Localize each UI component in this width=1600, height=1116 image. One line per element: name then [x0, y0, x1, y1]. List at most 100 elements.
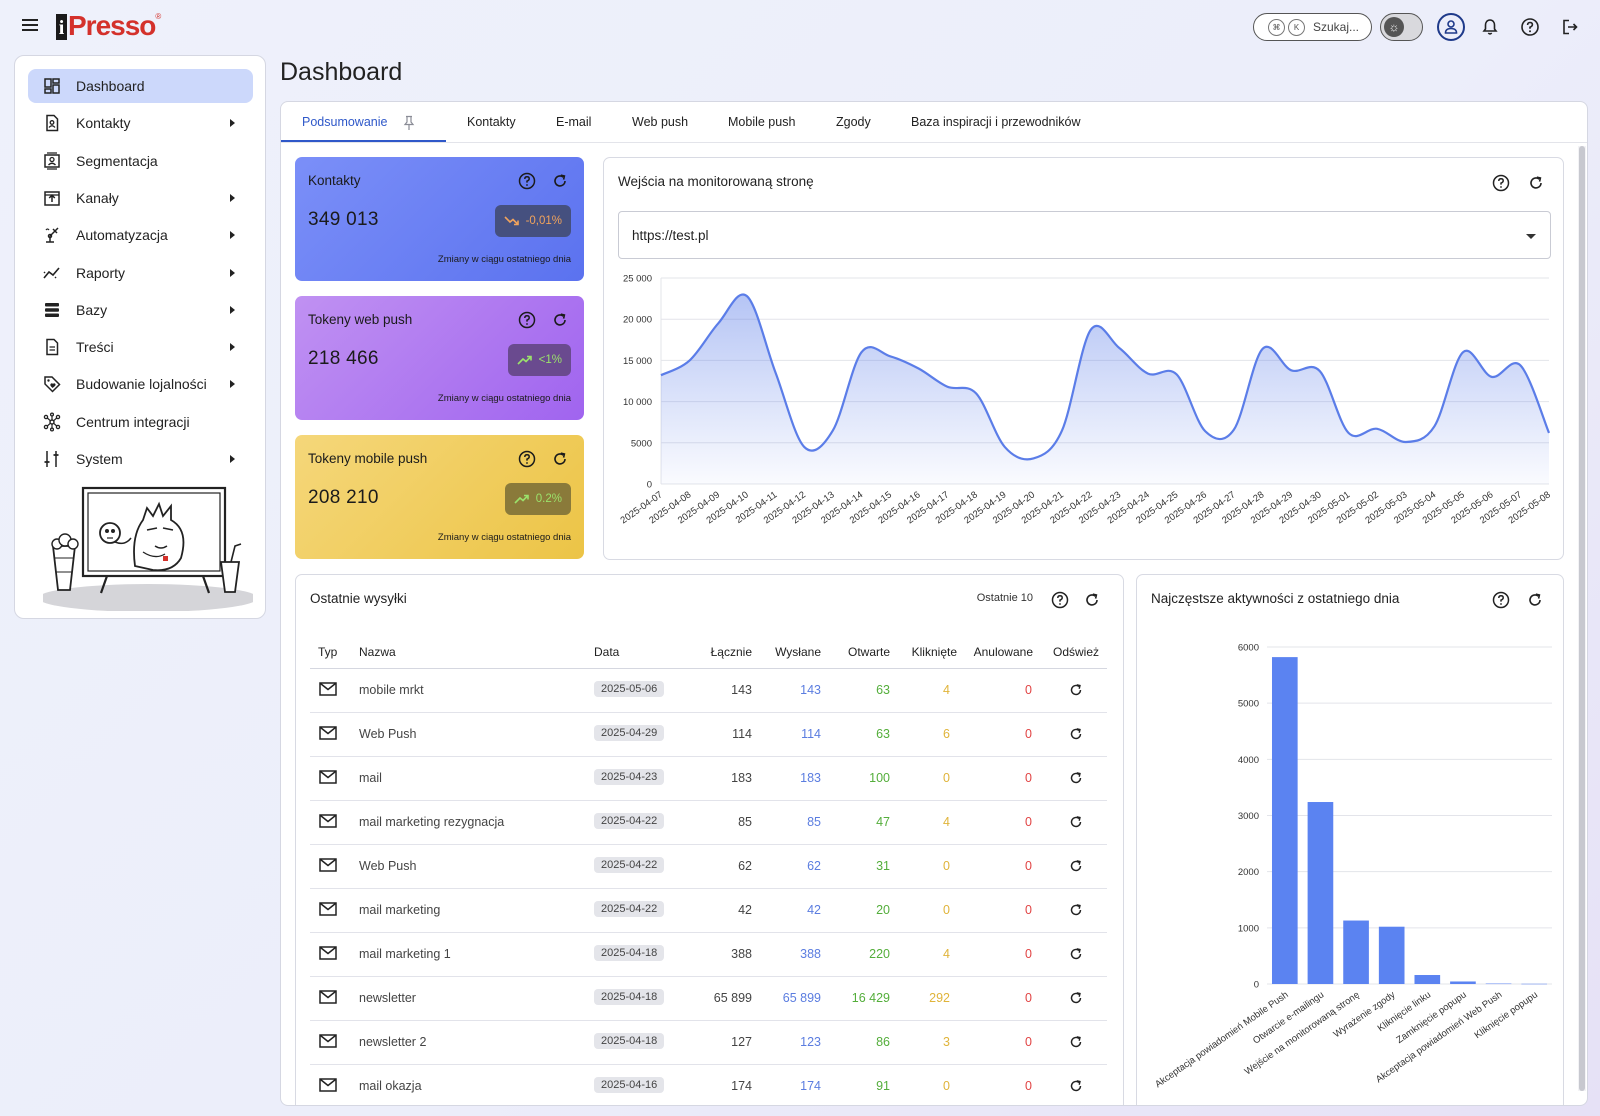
refresh-icon[interactable] [1525, 590, 1545, 610]
send-cancelled: 0 [1025, 903, 1032, 917]
scrollbar-thumb[interactable] [1579, 146, 1585, 1091]
sidebar-item-dashboard[interactable]: Dashboard [28, 69, 253, 103]
tab-kontakty[interactable]: Kontakty [467, 115, 516, 129]
refresh-icon[interactable] [1067, 1033, 1085, 1054]
sidebar-item-bazy[interactable]: Bazy [28, 293, 253, 327]
stat-note: Zmiany w ciągu ostatniego dnia [437, 254, 571, 265]
help-icon[interactable] [1491, 590, 1511, 610]
top-bar: i Presso ® ⌘ K Szukaj... ☼ [0, 0, 1600, 52]
sidebar-item-system[interactable]: System [28, 442, 253, 476]
refresh-icon[interactable] [1067, 769, 1085, 790]
sidebar-item-raporty[interactable]: Raporty [28, 256, 253, 290]
send-opened: 86 [876, 1035, 890, 1049]
sidebar-item-treści[interactable]: Treści [28, 330, 253, 364]
sidebar-item-automatyzacja[interactable]: Automatyzacja [28, 218, 253, 252]
stat-change-badge: 0.2% [504, 483, 571, 515]
table-row[interactable]: mobile mrkt 2025-05-06 143 143 63 4 0 [310, 669, 1107, 713]
send-clicked: 4 [943, 947, 950, 961]
search-button[interactable]: ⌘ K Szukaj... [1253, 13, 1372, 41]
send-date: 2025-04-18 [594, 945, 665, 961]
refresh-icon[interactable] [550, 310, 570, 330]
stat-value: 349 013 [308, 209, 379, 230]
sidebar-item-kanały[interactable]: Kanały [28, 181, 253, 215]
filter-last-10[interactable]: Ostatnie 10 [976, 592, 1033, 604]
refresh-icon[interactable] [1067, 813, 1085, 834]
page-title: Dashboard [280, 58, 403, 86]
send-name: mail okazja [359, 1079, 422, 1093]
refresh-icon[interactable] [1067, 725, 1085, 746]
sidebar-item-segmentacja[interactable]: Segmentacja [28, 144, 253, 178]
table-row[interactable]: Web Push 2025-04-29 114 114 63 6 0 [310, 713, 1107, 757]
help-icon[interactable] [1491, 173, 1511, 193]
caret-right-icon [230, 305, 235, 314]
sidebar-item-label: Kanały [76, 189, 119, 206]
sidebar-item-budowanie-lojalności[interactable]: Budowanie lojalności [28, 367, 253, 401]
menu-icon[interactable] [20, 16, 40, 34]
table-row[interactable]: newsletter 2 2025-04-18 127 123 86 3 0 [310, 1021, 1107, 1065]
bar[interactable] [1485, 983, 1512, 985]
channel-icon [42, 188, 62, 208]
tab-mobile-push[interactable]: Mobile push [728, 115, 796, 129]
bell-icon[interactable] [1476, 13, 1504, 41]
chevron-down-icon [1526, 234, 1536, 239]
table-row[interactable]: mail marketing rezygnacja 2025-04-22 85 85 4… [310, 801, 1107, 845]
bar[interactable] [1414, 975, 1441, 984]
help-icon[interactable] [517, 449, 537, 469]
table-row[interactable]: mail okazja 2025-04-16 174 174 91 0 0 [310, 1065, 1107, 1105]
logo-text: Presso [68, 10, 156, 41]
main-scrollbar[interactable] [1578, 146, 1586, 1091]
refresh-icon[interactable] [1067, 945, 1085, 966]
send-sent: 174 [800, 1079, 821, 1093]
bar[interactable] [1378, 926, 1405, 984]
refresh-icon[interactable] [1526, 173, 1546, 193]
logout-icon[interactable] [1556, 13, 1584, 41]
refresh-icon[interactable] [550, 449, 570, 469]
contact-icon [42, 113, 62, 133]
send-total: 114 [732, 727, 752, 741]
refresh-icon[interactable] [1067, 681, 1085, 702]
y-tick-label: 5000 [631, 438, 652, 449]
refresh-icon[interactable] [1067, 857, 1085, 878]
sidebar-item-label: Raporty [76, 264, 126, 281]
theme-toggle[interactable]: ☼ [1380, 13, 1423, 41]
user-icon[interactable] [1437, 13, 1465, 41]
tab-baza-inspiracji[interactable]: Baza inspiracji i przewodników [911, 115, 1081, 129]
y-tick-label: 20 000 [623, 315, 652, 326]
cinema-illustration [43, 486, 253, 611]
send-date-chip: 2025-04-18 [594, 1033, 665, 1049]
refresh-icon[interactable] [1082, 590, 1102, 610]
y-tick-label: 3000 [1238, 811, 1259, 822]
table-row[interactable]: mail marketing 1 2025-04-18 388 388 220 4 0 [310, 933, 1107, 977]
tab-web-push[interactable]: Web push [632, 115, 689, 129]
send-date: 2025-04-22 [594, 901, 665, 917]
refresh-icon[interactable] [1067, 901, 1085, 922]
help-icon[interactable] [1516, 13, 1544, 41]
table-row[interactable]: newsletter 2025-04-18 65 899 65 899 16 429 29… [310, 977, 1107, 1021]
help-icon[interactable] [517, 171, 537, 191]
table-row[interactable]: mail 2025-04-23 183 183 100 0 0 [310, 757, 1107, 801]
send-total: 65 899 [713, 991, 752, 1005]
site-select[interactable]: https://test.pl [618, 211, 1551, 259]
bar[interactable] [1521, 983, 1548, 985]
sidebar-item-centrum-integracji[interactable]: Centrum integracji [28, 405, 253, 439]
bar[interactable] [1343, 920, 1369, 984]
bar[interactable] [1307, 802, 1334, 984]
refresh-icon[interactable] [1067, 989, 1085, 1010]
refresh-icon[interactable] [1067, 1077, 1085, 1098]
table-row[interactable]: Web Push 2025-04-22 62 62 31 0 0 [310, 845, 1107, 889]
stat-change-badge: -0,01% [494, 205, 571, 237]
tab-zgody[interactable]: Zgody [836, 115, 871, 129]
refresh-icon[interactable] [550, 171, 570, 191]
stat-change: <1% [538, 354, 562, 366]
help-icon[interactable] [517, 310, 537, 330]
bar[interactable] [1271, 657, 1298, 984]
table-row[interactable]: mail marketing 2025-04-22 42 42 20 0 0 [310, 889, 1107, 933]
tab-email[interactable]: E-mail [556, 115, 592, 129]
sidebar-item-kontakty[interactable]: Kontakty [28, 106, 253, 140]
tab-podsumowanie[interactable]: Podsumowanie [302, 115, 388, 129]
help-icon[interactable] [1050, 590, 1070, 610]
pin-icon[interactable] [403, 115, 415, 131]
logo[interactable]: i Presso ® [56, 10, 161, 40]
col-nazwa: Nazwa [359, 645, 396, 659]
bar[interactable] [1450, 981, 1476, 984]
